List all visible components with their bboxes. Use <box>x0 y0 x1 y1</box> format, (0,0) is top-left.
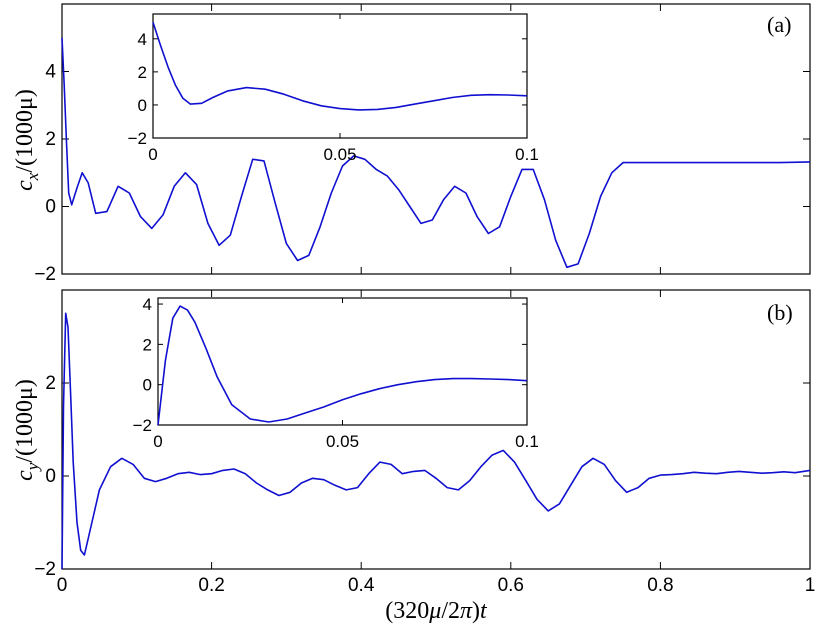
panel-a-series-line <box>61 37 811 269</box>
panel-a-inset-xtick-label: 0.1 <box>515 145 539 164</box>
panel-a-inset-ytick-label: 0 <box>138 96 147 115</box>
panel-a-ylabel-rest: /(1000μ) <box>12 89 38 173</box>
panel-b-inset-ytick-label: 0 <box>143 376 152 395</box>
panel-b-inset-ytick-label: 2 <box>143 335 152 354</box>
panel-b-ylabel: cy/(1000μ) <box>12 379 42 481</box>
panel-b-inset-series-line <box>157 305 528 426</box>
panel-b-xtick-label: 0.8 <box>647 575 673 596</box>
panel-a-inset-frame <box>152 13 528 139</box>
panel-a-inset-ytick-label: 4 <box>138 30 147 49</box>
panel-a-ytick-labels: −2 0 2 4 <box>34 62 56 286</box>
panel-a-ticks <box>61 4 811 275</box>
panel-b-inset-frame <box>157 297 528 426</box>
panel-b-xtick-label: 0.2 <box>198 575 224 596</box>
panel-a-ytick-label: −2 <box>34 264 56 285</box>
panel-b-inset-xtick-label: 0.1 <box>515 432 539 451</box>
xlabel-mid: /2 <box>441 598 460 624</box>
xlabel-pre: (320 <box>385 598 429 624</box>
panel-b-xtick-label: 0.4 <box>348 575 375 596</box>
panel-b-tag: (b) <box>767 300 793 325</box>
panel-a-ytick-label: 0 <box>45 197 56 218</box>
panel-b-ytick-label: 0 <box>45 466 56 487</box>
panel-a-inset-ytick-label: −2 <box>128 129 147 148</box>
panel-b-xtick-label: 1 <box>805 575 816 596</box>
panel-b-ylabel-rest: /(1000μ) <box>12 379 38 463</box>
panel-b-ytick-labels: −2 0 2 <box>34 373 56 580</box>
panel-b-ylabel-sub: y <box>23 462 42 472</box>
panel-a-inset-xtick-label: 0.05 <box>323 145 356 164</box>
panel-b-inset-xtick-label: 0.05 <box>326 432 359 451</box>
panel-a-inset-xtick-label: 0 <box>148 145 157 164</box>
panel-b-xtick-labels: 0 0.2 0.4 0.6 0.8 1 <box>57 575 816 596</box>
panel-a-tag: (a) <box>767 12 791 37</box>
panel-a-ytick-label: 4 <box>45 62 56 83</box>
panel-b: −202 0 0.2 0.4 0.6 0.8 1 (b) cy/(1000μ) −2024… <box>12 289 816 596</box>
panel-b-xtick-label: 0.6 <box>498 575 524 596</box>
panel-a-inset-series-line <box>152 22 528 111</box>
panel-b-ylabel-var: c <box>12 470 38 481</box>
panel-b-inset-ytick-label: 4 <box>143 295 152 314</box>
xlabel-var: t <box>480 598 488 624</box>
panel-b-inset-ytick-label: −2 <box>133 416 152 435</box>
xlabel-post: ) <box>472 598 480 624</box>
panel-a-ylabel-sub: x <box>23 172 42 181</box>
panel-b-inset-xtick-label: 0 <box>153 432 162 451</box>
xlabel-pi: π <box>460 598 473 624</box>
xlabel-mu: μ <box>428 598 441 624</box>
panel-b-ytick-label: 2 <box>45 373 56 394</box>
panel-b-xtick-label: 0 <box>57 575 68 596</box>
shared-xlabel: (320μ/2π)t <box>385 598 488 624</box>
panel-a-inset-ticks <box>152 14 528 139</box>
panel-b-ytick-label: −2 <box>34 559 56 580</box>
panel-a-ylabel-var: c <box>12 180 38 191</box>
panel-b-series-line <box>61 312 811 570</box>
panel-a-ylabel: cx/(1000μ) <box>12 89 42 191</box>
panel-a-ytick-label: 2 <box>45 129 56 150</box>
panel-a-inset-ytick-label: 2 <box>138 63 147 82</box>
